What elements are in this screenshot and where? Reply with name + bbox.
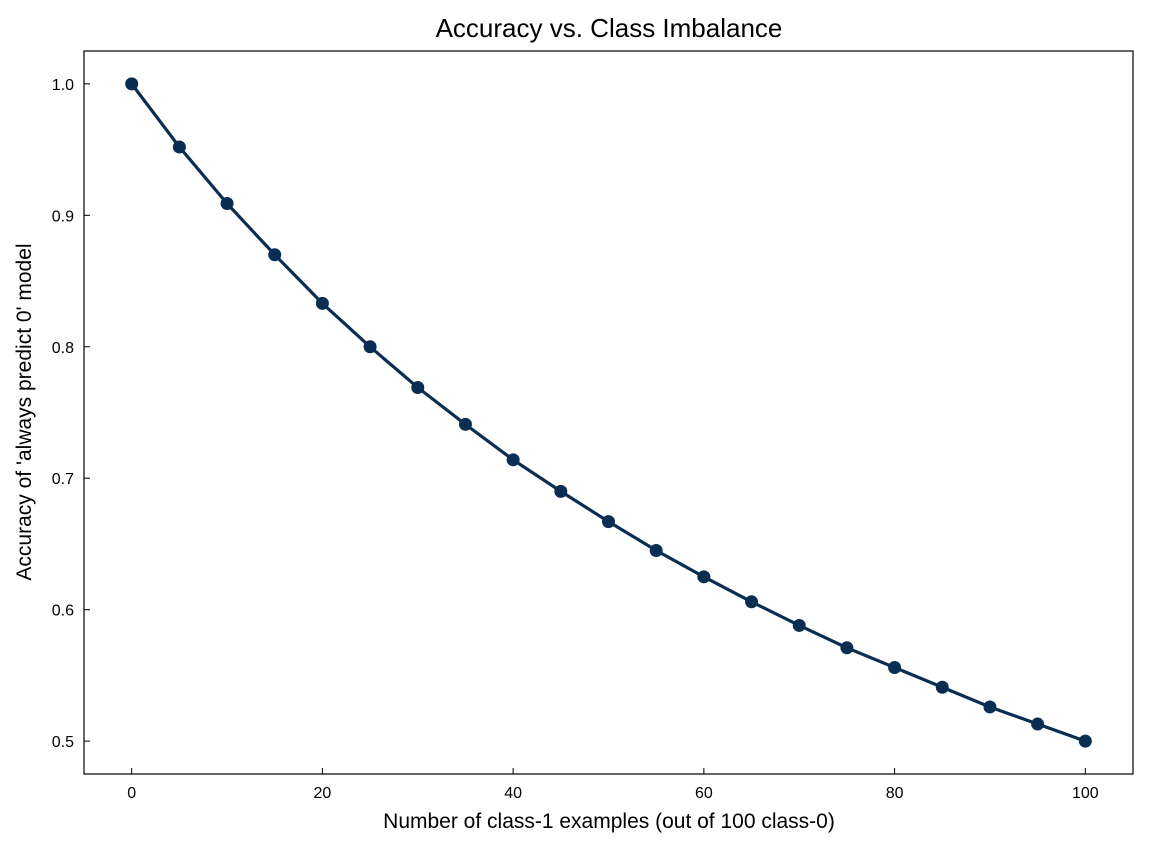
y-tick-label: 0.7 <box>52 471 74 488</box>
x-axis-label: Number of class-1 examples (out of 100 c… <box>383 810 835 833</box>
x-tick-label: 40 <box>504 785 522 802</box>
x-tick-label: 100 <box>1072 785 1099 802</box>
series-line <box>130 82 1087 743</box>
chart-title: Accuracy vs. Class Imbalance <box>436 13 783 43</box>
data-point <box>172 140 186 154</box>
data-point <box>220 196 234 210</box>
data-point <box>935 680 949 694</box>
y-tick-label: 0.6 <box>52 603 74 620</box>
data-point <box>268 248 282 262</box>
data-point <box>888 661 902 675</box>
plot-frame <box>83 50 1134 775</box>
y-tick-label: 0.5 <box>52 734 74 751</box>
data-point <box>649 544 663 558</box>
data-point <box>411 381 425 395</box>
data-point <box>315 296 329 310</box>
y-tick-label: 0.9 <box>52 208 74 225</box>
data-point <box>363 340 377 354</box>
data-point <box>1031 717 1045 731</box>
data-point <box>983 700 997 714</box>
data-point <box>697 570 711 584</box>
y-tick-label: 0.8 <box>52 340 74 357</box>
data-point <box>602 515 615 529</box>
x-tick-label: 80 <box>886 785 904 802</box>
data-point <box>1078 734 1092 748</box>
data-point <box>125 77 139 91</box>
data-point <box>458 417 472 431</box>
y-tick-label: 1.0 <box>52 77 74 94</box>
y-axis-label: Accuracy of 'always predict 0' model <box>13 243 36 580</box>
data-point <box>792 618 806 632</box>
data-point <box>554 484 568 498</box>
data-point <box>506 453 520 467</box>
x-tick-label: 0 <box>127 785 136 802</box>
data-point <box>745 595 759 609</box>
data-point <box>840 641 854 655</box>
plot-area: 0 20 40 60 80 100 0.5 0.6 0.7 0.8 0.9 1.0 <box>52 77 1099 802</box>
x-tick-label: 60 <box>695 785 713 802</box>
x-tick-label: 20 <box>314 785 332 802</box>
